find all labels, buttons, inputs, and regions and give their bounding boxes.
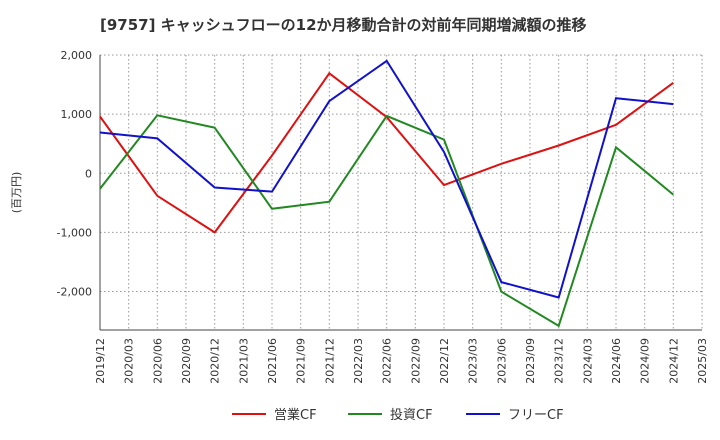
plot-area xyxy=(100,55,702,330)
chart-title: [9757] キャッシュフローの12か月移動合計の対前年同期増減額の推移 xyxy=(100,16,587,34)
y-tick-label: -2,000 xyxy=(57,286,92,299)
y-tick-label: 0 xyxy=(85,167,92,180)
series-line xyxy=(99,59,674,299)
x-tick-label: 2023/09 xyxy=(524,338,537,384)
x-tick-label: 2019/12 xyxy=(94,338,107,384)
x-tick-label: 2023/12 xyxy=(553,338,566,384)
legend-label: 営業CF xyxy=(274,407,317,423)
series-line xyxy=(99,114,674,328)
x-tick-label: 2020/09 xyxy=(180,338,193,384)
x-tick-label: 2020/06 xyxy=(151,338,164,384)
y-tick-label: -1,000 xyxy=(57,226,92,239)
x-tick-label: 2021/06 xyxy=(266,338,279,384)
x-tick-label: 2020/12 xyxy=(209,338,222,384)
legend-label: フリーCF xyxy=(508,408,564,423)
x-tick-label: 2024/03 xyxy=(581,338,594,384)
y-axis-label: (百万円) xyxy=(10,172,23,214)
x-tick-label: 2022/03 xyxy=(352,338,365,384)
x-tick-label: 2023/03 xyxy=(467,338,480,384)
y-tick-label: 2,000 xyxy=(61,49,93,62)
x-tick-label: 2021/09 xyxy=(295,338,308,384)
legend-label: 投資CF xyxy=(390,407,433,423)
x-tick-label: 2022/12 xyxy=(438,338,451,384)
x-tick-label: 2021/03 xyxy=(237,338,250,384)
x-tick-label: 2022/09 xyxy=(409,338,422,384)
x-tick-label: 2024/12 xyxy=(667,338,680,384)
x-tick-label: 2023/06 xyxy=(495,338,508,384)
x-tick-label: 2025/03 xyxy=(696,338,709,384)
x-tick-label: 2022/06 xyxy=(381,338,394,384)
x-tick-label: 2024/09 xyxy=(639,338,652,384)
y-tick-label: 1,000 xyxy=(61,108,93,121)
x-tick-label: 2020/03 xyxy=(123,338,136,384)
x-tick-label: 2024/06 xyxy=(610,338,623,384)
x-tick-label: 2021/12 xyxy=(323,338,336,384)
